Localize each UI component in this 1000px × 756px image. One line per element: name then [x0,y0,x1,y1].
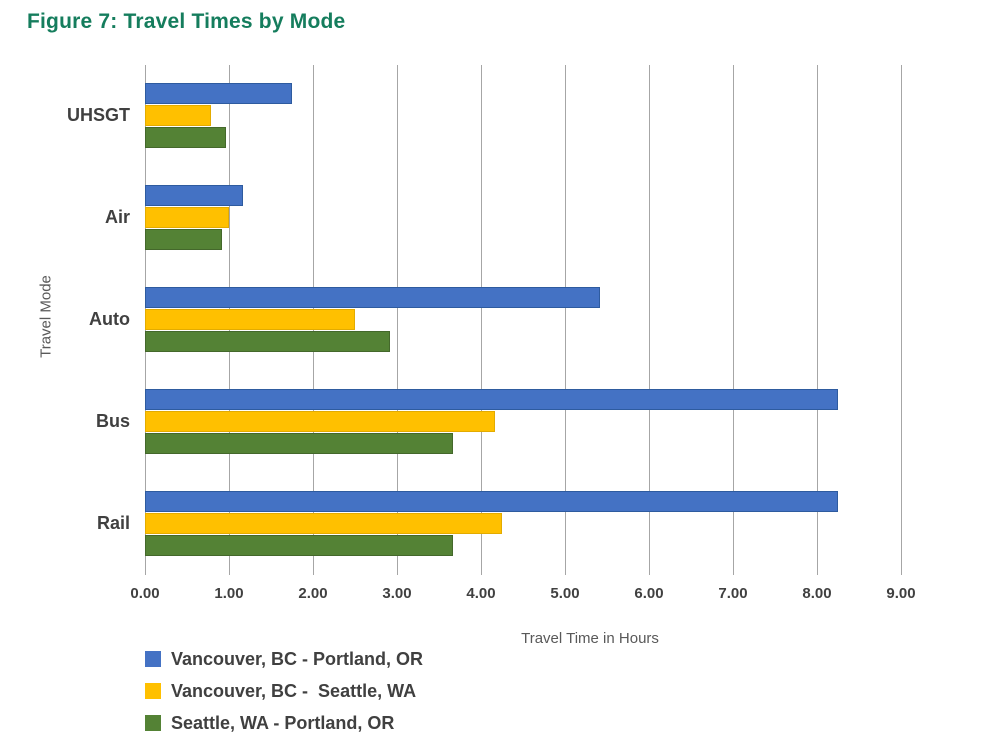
x-tick-label-3.00: 3.00 [382,585,412,602]
x-tick-label-2.00: 2.00 [298,585,328,602]
category-label-air: Air [104,207,130,227]
legend: Vancouver, BC - Portland, OR Vancouver, B… [145,643,423,739]
category-label-bus: Bus [95,411,130,431]
bar-rail-series-0 [145,491,838,512]
gridline-4.00 [481,65,482,575]
legend-item-2: Seattle, WA - Portland, OR [145,707,423,739]
bar-uhsgt-series-2 [145,127,226,148]
x-axis-title: Travel Time in Hours [521,630,659,647]
bar-uhsgt-series-1 [145,105,211,126]
x-tick-label-7.00: 7.00 [718,585,748,602]
bar-bus-series-2 [145,433,453,454]
gridline-9.00 [901,65,902,575]
bar-auto-series-2 [145,331,390,352]
gridline-8.00 [817,65,818,575]
bar-bus-series-0 [145,389,838,410]
figure-title: Figure 7: Travel Times by Mode [27,10,346,33]
legend-item-0: Vancouver, BC - Portland, OR [145,643,423,675]
bar-air-series-0 [145,185,243,206]
legend-label: Vancouver, BC - Portland, OR [171,648,424,669]
legend-swatch-icon [145,715,161,731]
bar-bus-series-1 [145,411,495,432]
category-label-rail: Rail [96,513,130,533]
category-label-auto: Auto [89,309,130,329]
bar-rail-series-1 [145,513,502,534]
plot-area [145,65,902,575]
y-axis-title: Travel Mode [37,275,55,358]
x-tick-label-0.00: 0.00 [130,585,160,602]
legend-swatch-icon [145,651,161,667]
bar-auto-series-0 [145,287,600,308]
gridline-5.00 [565,65,566,575]
category-label-uhsgt: UHSGT [67,105,130,125]
bar-auto-series-1 [145,309,355,330]
bar-air-series-1 [145,207,229,228]
x-tick-label-8.00: 8.00 [802,585,832,602]
x-tick-label-1.00: 1.00 [214,585,244,602]
legend-swatch-icon [145,683,161,699]
bar-uhsgt-series-0 [145,83,292,104]
legend-label: Vancouver, BC - Seattle, WA [171,680,417,701]
x-tick-label-9.00: 9.00 [886,585,916,602]
x-tick-label-6.00: 6.00 [634,585,664,602]
x-tick-label-4.00: 4.00 [466,585,496,602]
gridline-6.00 [649,65,650,575]
bar-air-series-2 [145,229,222,250]
gridline-3.00 [397,65,398,575]
legend-label: Seattle, WA - Portland, OR [171,712,395,733]
gridline-7.00 [733,65,734,575]
legend-item-1: Vancouver, BC - Seattle, WA [145,675,423,707]
x-tick-label-5.00: 5.00 [550,585,580,602]
bar-rail-series-2 [145,535,453,556]
